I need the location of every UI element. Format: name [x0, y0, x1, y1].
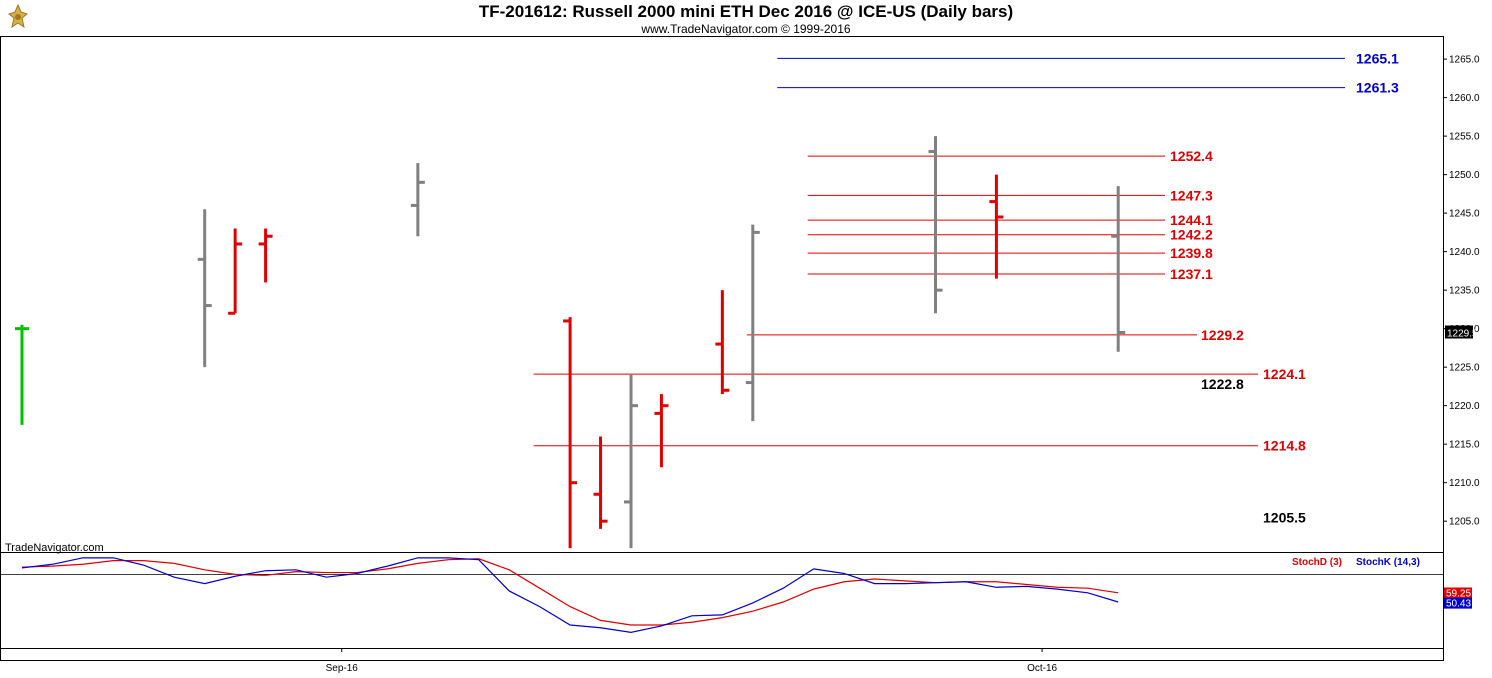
stoch-k-legend: StochK (14,3) — [1356, 557, 1420, 568]
ohlc-bar — [289, 236, 303, 348]
stoch-k-value: 50.43 — [1446, 599, 1471, 610]
level-label: 1244.1 — [1170, 212, 1213, 228]
ohlc-bar — [197, 209, 212, 368]
chart-frame — [0, 36, 1444, 661]
ohlc-bar — [715, 290, 730, 395]
ohlc-bars — [15, 88, 1126, 549]
y-tick-label: 1260.0 — [1449, 93, 1480, 104]
ohlc-bar — [410, 163, 425, 237]
ohlc-bar — [1111, 186, 1126, 352]
ohlc-bar — [1020, 182, 1034, 317]
level-label: 1205.5 — [1263, 509, 1306, 525]
ohlc-bar — [898, 148, 912, 283]
stoch-k-value-box — [1444, 597, 1472, 609]
ohlc-bar — [380, 182, 394, 217]
ohlc-bar — [928, 136, 943, 314]
chart-title: TF-201612: Russell 2000 mini ETH Dec 201… — [478, 2, 1014, 21]
level-label: 1224.1 — [1263, 366, 1306, 382]
watermark-text: TradeNavigator.com — [5, 542, 104, 554]
x-tick-label: Sep-16 — [326, 663, 359, 674]
level-label: 1261.3 — [1356, 80, 1399, 96]
ohlc-bar — [350, 190, 364, 306]
level-label: 1247.3 — [1170, 187, 1213, 203]
level-label: 1252.4 — [1170, 148, 1213, 164]
ohlc-bar — [989, 174, 1004, 279]
last-price-box — [1445, 325, 1473, 339]
level-label: 1214.8 — [1263, 438, 1306, 454]
stoch-d-line — [21, 558, 1119, 626]
y-tick-label: 1225.0 — [1449, 363, 1480, 374]
chart-subtitle: www.TradeNavigator.com © 1999-2016 — [641, 22, 851, 36]
x-tick-label: Oct-16 — [1027, 663, 1057, 674]
ohlc-bar — [776, 94, 790, 244]
chart-header: TF-201612: Russell 2000 mini ETH Dec 201… — [0, 0, 1492, 36]
date-axis: Sep-16 Oct-16 — [326, 648, 1058, 674]
ohlc-bar — [258, 228, 273, 283]
y-tick-label: 1215.0 — [1449, 440, 1480, 451]
level-label: 1239.8 — [1170, 245, 1213, 261]
ohlc-bar — [959, 148, 973, 348]
level-label: 1265.1 — [1356, 50, 1399, 66]
y-tick-label: 1255.0 — [1449, 132, 1480, 143]
ohlc-bar — [654, 394, 669, 468]
level-label: 1242.2 — [1170, 227, 1213, 243]
ohlc-bar — [137, 221, 151, 313]
y-tick-label: 1250.0 — [1449, 170, 1480, 181]
y-tick-label: 1240.0 — [1449, 247, 1480, 258]
y-tick-label: 1210.0 — [1449, 478, 1480, 489]
ohlc-bar — [1050, 155, 1064, 286]
stoch-d-value: 59.25 — [1446, 588, 1471, 599]
level-label: 1229.2 — [1201, 327, 1244, 343]
ohlc-bar — [320, 244, 334, 390]
y-tick-label: 1220.0 — [1449, 401, 1480, 412]
ohlc-bar — [441, 121, 455, 198]
ohlc-bar — [563, 317, 578, 549]
level-label: 1237.1 — [1170, 266, 1213, 282]
trade-navigator-logo-icon[interactable] — [3, 2, 33, 37]
stoch-d-value-box — [1444, 587, 1472, 599]
ohlc-bar — [745, 224, 760, 422]
y-tick-label: 1265.0 — [1449, 55, 1480, 66]
level-label: 1222.8 — [1201, 376, 1244, 392]
ohlc-bar — [837, 167, 851, 283]
ohlc-bar — [45, 317, 59, 356]
ohlc-bar — [76, 298, 90, 321]
last-price-label: 1229.5 — [1447, 329, 1478, 340]
ohlc-bar — [593, 436, 608, 529]
ohlc-bar — [472, 105, 486, 178]
ohlc-bar — [685, 271, 699, 410]
y-tick-label: 1245.0 — [1449, 209, 1480, 220]
plot-border — [0, 36, 1444, 661]
price-axis: 1205.01210.01215.01220.01225.01230.01235… — [1443, 55, 1480, 528]
y-tick-label: 1235.0 — [1449, 286, 1480, 297]
ohlc-bar — [15, 324, 29, 425]
ohlc-bar — [167, 271, 181, 348]
ohlc-bar — [502, 148, 516, 498]
ohlc-bar — [868, 190, 882, 306]
ohlc-bar — [533, 306, 547, 549]
y-tick-label: 1205.0 — [1449, 517, 1480, 528]
ohlc-bar — [106, 209, 120, 301]
stoch-k-line — [21, 557, 1119, 633]
stoch-d-legend: StochD (3) — [1292, 557, 1342, 568]
ohlc-bar — [807, 88, 821, 183]
ohlc-bar — [228, 228, 243, 315]
ohlc-bar — [624, 374, 638, 549]
